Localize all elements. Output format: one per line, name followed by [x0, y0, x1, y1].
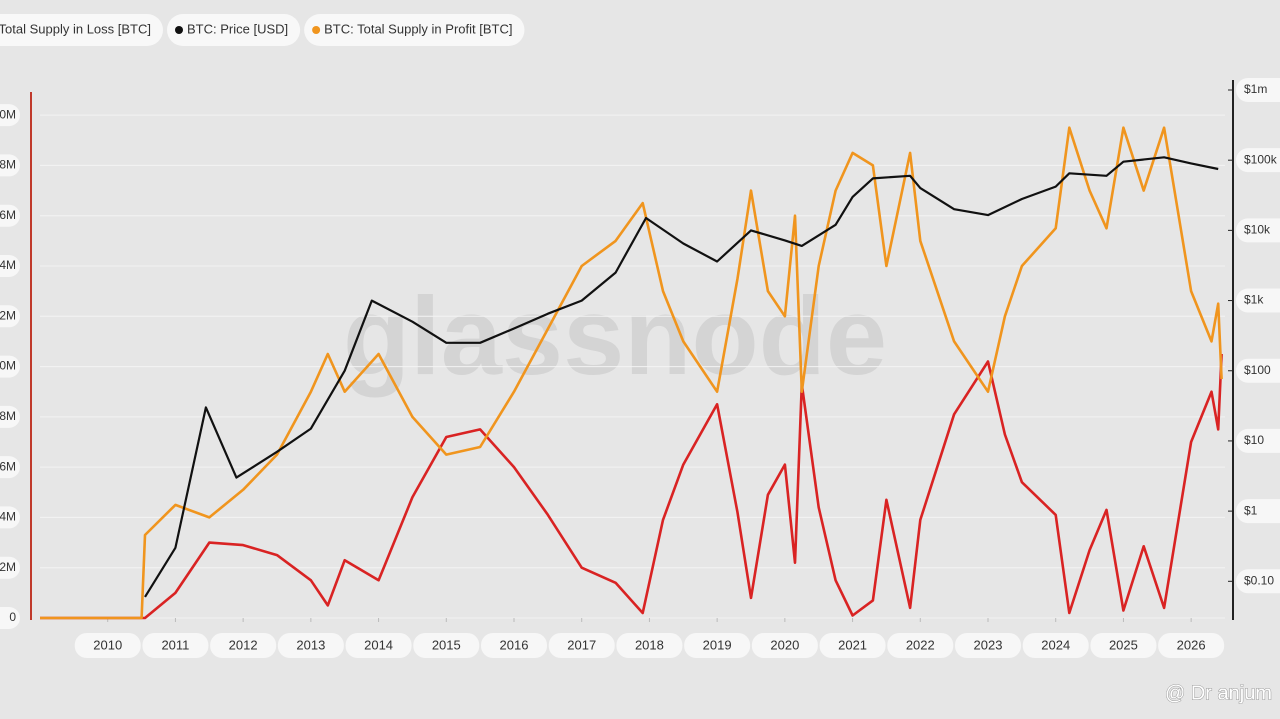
- x-tick-label: 2011: [161, 637, 189, 652]
- y2-tick-label: $1k: [1244, 293, 1264, 307]
- tick-pill: [1236, 78, 1280, 102]
- tick-pill: [1090, 633, 1157, 658]
- tick-pill: [74, 633, 141, 658]
- y-tick-label: 14M: [0, 258, 16, 272]
- tick-pill: [0, 456, 20, 479]
- x-tick-label: 2014: [364, 637, 393, 652]
- x-tick-label: 2021: [838, 637, 867, 652]
- tick-pill: [955, 633, 1021, 658]
- series-line: [40, 353, 1223, 620]
- legend-item: BTC: Total Supply in Loss [BTC]: [0, 14, 163, 46]
- tick-pill: [887, 633, 954, 658]
- y2-tick-label: $1: [1244, 503, 1258, 517]
- tick-pill: [0, 154, 20, 177]
- legend-swatch: [312, 26, 321, 34]
- legend-pill: [0, 14, 163, 46]
- y-tick-label: 20M: [0, 107, 16, 121]
- tick-pill: [0, 255, 20, 277]
- legend-pill: [167, 14, 301, 46]
- x-tick-label: 2025: [1109, 637, 1138, 652]
- watermark: glassnode: [343, 275, 887, 398]
- y-tick-label: 6M: [0, 459, 16, 473]
- series-line: [40, 126, 1223, 620]
- tick-pill: [0, 506, 20, 529]
- tick-pill: [0, 305, 20, 328]
- y-tick-label: 2M: [0, 560, 16, 574]
- tick-pill: [142, 633, 209, 658]
- tick-pill: [684, 633, 751, 658]
- x-tick-label: 2016: [500, 637, 529, 652]
- x-tick-label: 2026: [1177, 637, 1206, 652]
- tick-pill: [210, 633, 277, 658]
- tick-pill: [0, 556, 20, 579]
- x-tick-label: 2018: [635, 637, 664, 652]
- legend-swatch: [175, 26, 183, 34]
- y-tick-label: 0: [9, 610, 16, 624]
- tick-pill: [1236, 428, 1280, 453]
- tick-pill: [0, 355, 20, 378]
- y-tick-label: 12M: [0, 308, 16, 322]
- tick-pill: [0, 607, 20, 629]
- x-tick-label: 2015: [432, 637, 461, 652]
- tick-pill: [0, 405, 20, 428]
- y2-tick-label: $100: [1244, 363, 1271, 377]
- tick-pill: [277, 633, 344, 658]
- legend-label: BTC: Price [USD]: [187, 21, 288, 36]
- y2-tick-label: $0.10: [1244, 573, 1274, 587]
- tick-pill: [0, 204, 20, 227]
- x-tick-label: 2023: [974, 637, 1003, 652]
- tick-pill: [819, 633, 886, 658]
- x-tick-label: 2017: [567, 637, 596, 652]
- y-tick-label: 10M: [0, 359, 16, 373]
- legend-pill: [304, 14, 525, 46]
- tick-pill: [1236, 569, 1280, 594]
- tick-pill: [1236, 288, 1280, 313]
- y2-tick-label: $1m: [1244, 82, 1267, 96]
- x-tick-label: 2013: [296, 637, 325, 652]
- tick-pill: [1236, 218, 1280, 243]
- y-tick-label: 4M: [0, 510, 16, 524]
- y2-tick-label: $100k: [1244, 152, 1278, 166]
- y-tick-label: 8M: [0, 409, 16, 423]
- tick-pill: [1236, 499, 1280, 524]
- tick-pill: [1158, 633, 1225, 658]
- tick-pill: [616, 633, 683, 658]
- x-tick-label: 2024: [1041, 637, 1070, 652]
- x-tick-label: 2012: [229, 637, 258, 652]
- legend-item: BTC: Total Supply in Profit [BTC]: [304, 14, 525, 46]
- series-line: [144, 156, 1219, 598]
- y2-tick-label: $10k: [1244, 223, 1271, 237]
- x-tick-label: 2020: [770, 637, 799, 652]
- y-tick-label: 16M: [0, 208, 16, 222]
- y-tick-label: 18M: [0, 158, 16, 172]
- tick-pill: [751, 633, 818, 658]
- tick-pill: [345, 633, 412, 658]
- x-tick-label: 2010: [93, 637, 122, 652]
- legend-item: BTC: Price [USD]: [167, 14, 301, 46]
- credit: @ Dr anjum: [1165, 682, 1272, 704]
- tick-pill: [481, 633, 547, 658]
- tick-pill: [413, 633, 480, 658]
- tick-pill: [1236, 358, 1280, 383]
- legend-label: BTC: Total Supply in Profit [BTC]: [324, 21, 512, 36]
- x-tick-label: 2022: [906, 637, 935, 652]
- tick-pill: [548, 633, 615, 658]
- x-tick-label: 2019: [703, 637, 732, 652]
- legend-label: BTC: Total Supply in Loss [BTC]: [0, 21, 151, 36]
- tick-pill: [1022, 633, 1089, 658]
- tick-pill: [0, 104, 20, 127]
- y2-tick-label: $10: [1244, 433, 1264, 447]
- tick-pill: [1236, 148, 1280, 173]
